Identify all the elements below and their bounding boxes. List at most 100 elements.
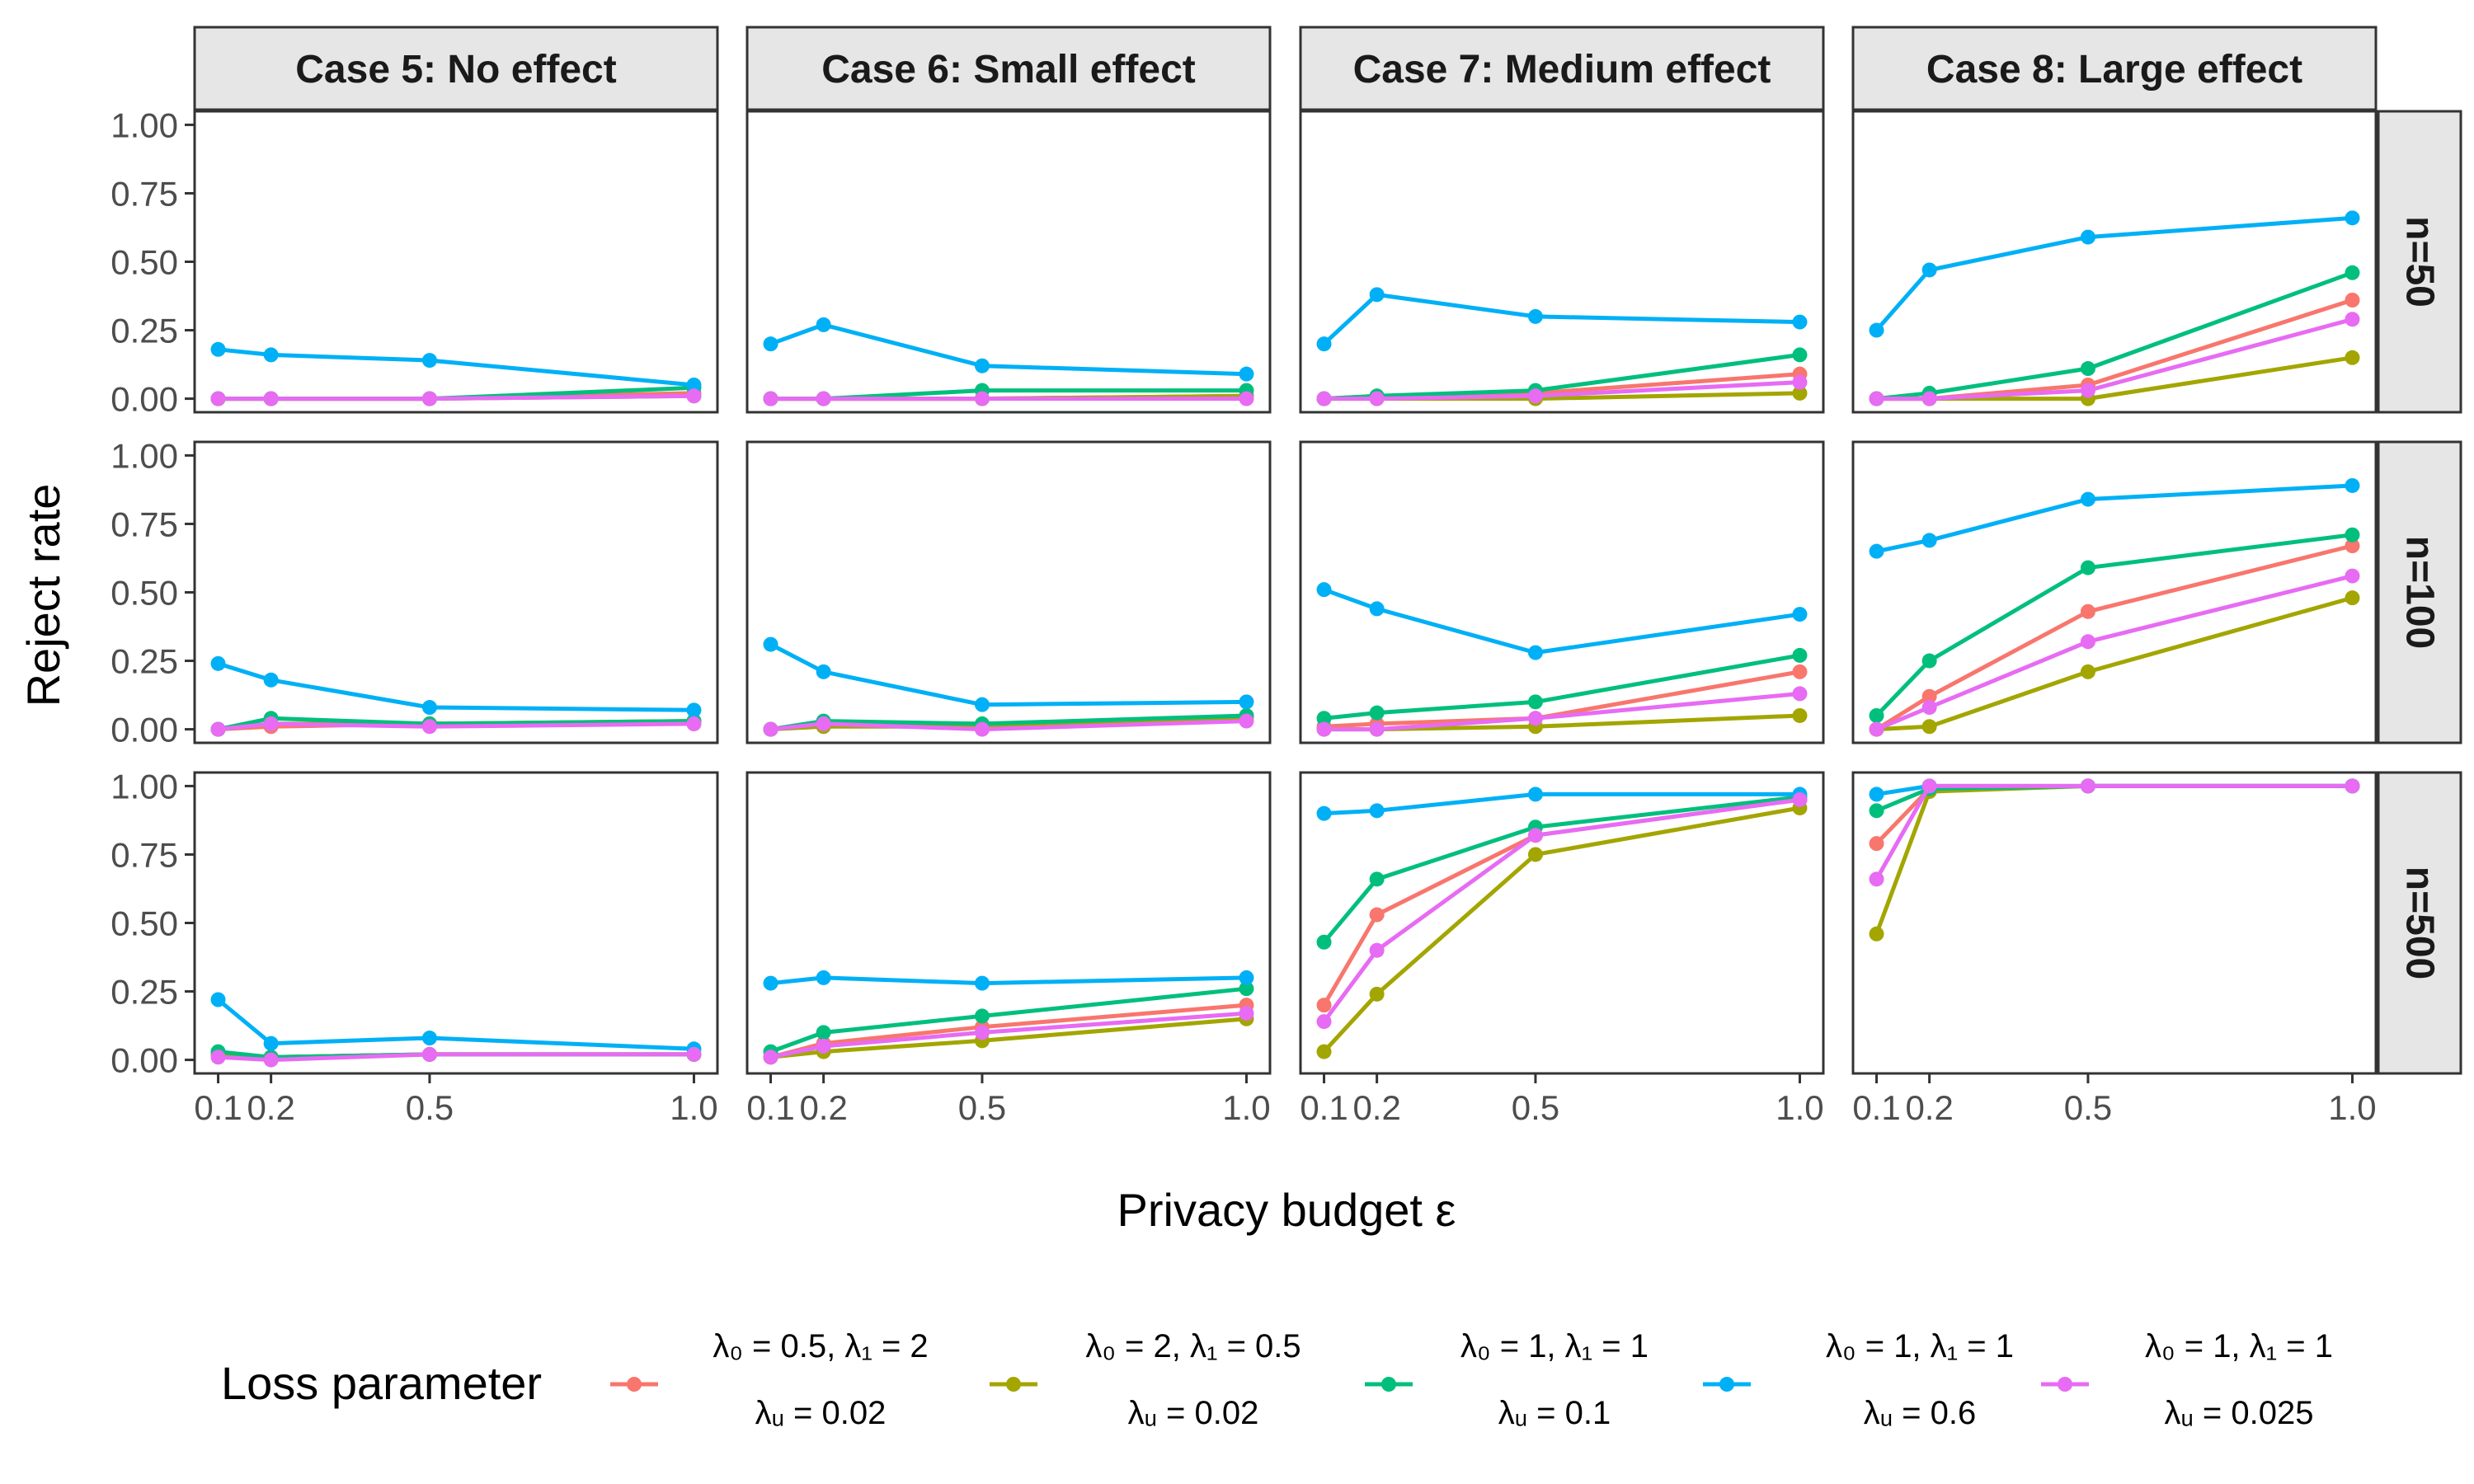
panel-background bbox=[1853, 773, 2376, 1073]
data-point bbox=[1792, 607, 1808, 622]
data-point bbox=[1527, 645, 1543, 660]
data-point bbox=[1869, 707, 1884, 723]
facet-strip-column bbox=[1851, 26, 2378, 111]
series-line bbox=[769, 322, 1247, 377]
legend-label-line1: λ₀ = 1, λ₁ = 1 bbox=[2145, 1328, 2333, 1364]
data-point bbox=[763, 975, 778, 991]
legend-label-line1: λ₀ = 2, λ₁ = 0.5 bbox=[1085, 1328, 1300, 1364]
panel-background bbox=[747, 111, 1270, 412]
x-tick-label: 1.0 bbox=[1776, 1088, 1823, 1127]
series-line bbox=[770, 975, 1247, 986]
y-tick-label: 0.50 bbox=[111, 574, 178, 613]
data-point bbox=[1369, 721, 1385, 737]
panel-background bbox=[195, 111, 717, 412]
data-point bbox=[816, 391, 831, 406]
data-point bbox=[1369, 601, 1385, 617]
data-point bbox=[763, 1050, 778, 1065]
facet-strip-label: n=500 bbox=[2398, 866, 2442, 979]
data-point bbox=[1369, 705, 1385, 721]
legend-label-line2: λᵤ = 0.1 bbox=[1498, 1395, 1611, 1431]
data-point bbox=[2080, 560, 2095, 575]
x-axis-title: Privacy budget ε bbox=[1117, 1184, 1456, 1236]
legend-label-line1: λ₀ = 1, λ₁ = 1 bbox=[1826, 1328, 2014, 1364]
x-axis: 0.1 0.2 0.5 1.0 0.1 0.2 0.5 1.0 0.1 0.2 0.5 1.0 0.1 0… bbox=[194, 1073, 2377, 1127]
facet-strip-column bbox=[1299, 26, 1825, 111]
x-tick-label: 0.1 bbox=[194, 1088, 242, 1127]
x-tick-label: 1.0 bbox=[1222, 1088, 1270, 1127]
data-point bbox=[421, 353, 437, 369]
data-point bbox=[2080, 778, 2095, 794]
legend-key-point bbox=[2058, 1377, 2072, 1392]
y-tick-label: 0.25 bbox=[111, 312, 178, 350]
y-tick-label: 0.00 bbox=[111, 711, 178, 749]
data-point bbox=[421, 1046, 437, 1062]
series-line bbox=[770, 719, 1247, 732]
series-line bbox=[1875, 574, 2354, 731]
y-tick-label: 0.75 bbox=[111, 505, 178, 543]
series-line bbox=[1874, 215, 2353, 332]
data-point bbox=[210, 1050, 226, 1065]
data-point bbox=[1316, 391, 1332, 406]
data-point bbox=[763, 336, 778, 352]
legend-label-line1: λ₀ = 1, λ₁ = 1 bbox=[1460, 1328, 1649, 1364]
series-line bbox=[1876, 595, 2354, 732]
data-point bbox=[1527, 847, 1543, 862]
data-point bbox=[1527, 787, 1543, 802]
legend: Loss parameter λ₀ = 0.5, λ₁ = 2 λᵤ = 0.02… bbox=[221, 1328, 2333, 1431]
data-point bbox=[1527, 694, 1543, 710]
data-point bbox=[263, 716, 279, 731]
data-point bbox=[1316, 711, 1332, 726]
y-tick-label: 0.75 bbox=[111, 835, 178, 874]
y-tick-label: 0.25 bbox=[111, 642, 178, 681]
panel-background bbox=[1853, 111, 2376, 412]
data-point bbox=[2345, 293, 2360, 308]
data-point bbox=[686, 1046, 702, 1062]
data-point bbox=[2080, 491, 2095, 507]
series-line bbox=[1322, 795, 1800, 944]
series-line bbox=[1322, 805, 1800, 1054]
y-tick-label: 1.00 bbox=[111, 106, 178, 144]
y-tick-label: 0.50 bbox=[111, 243, 178, 282]
data-point bbox=[1369, 986, 1385, 1002]
x-tick-label: 0.5 bbox=[1512, 1088, 1559, 1127]
data-point bbox=[1527, 711, 1543, 726]
data-point bbox=[686, 702, 702, 718]
data-point bbox=[1369, 907, 1385, 923]
x-tick-label: 0.1 bbox=[1852, 1088, 1900, 1127]
series-line bbox=[1324, 669, 1800, 729]
data-point bbox=[1869, 721, 1884, 737]
series-line bbox=[769, 986, 1247, 1054]
data-point bbox=[2345, 312, 2360, 327]
data-point bbox=[686, 388, 702, 404]
data-point bbox=[1239, 391, 1254, 406]
facet-strip-label: Case 6: Small effect bbox=[821, 48, 1196, 92]
data-point bbox=[1921, 653, 1937, 669]
x-tick-label: 0.5 bbox=[2064, 1088, 2112, 1127]
x-tick-label: 0.1 bbox=[1300, 1088, 1348, 1127]
x-tick-label: 1.0 bbox=[670, 1088, 717, 1127]
data-point bbox=[1792, 664, 1808, 679]
series-line bbox=[1876, 317, 2354, 402]
series-line bbox=[1323, 587, 1800, 655]
x-tick-label: 0.5 bbox=[406, 1088, 454, 1127]
data-point bbox=[1921, 391, 1937, 406]
data-point bbox=[2080, 361, 2095, 377]
series-line bbox=[217, 661, 694, 712]
data-point bbox=[421, 1031, 437, 1046]
data-point bbox=[1921, 262, 1937, 278]
panel-border bbox=[1851, 771, 2378, 1075]
data-point bbox=[816, 1025, 831, 1040]
x-tick-label: 0.2 bbox=[1905, 1088, 1953, 1127]
data-point bbox=[763, 721, 778, 737]
data-point bbox=[1369, 871, 1385, 887]
data-point bbox=[2080, 634, 2095, 650]
facet-strip-label: Case 7: Medium effect bbox=[1353, 48, 1771, 92]
data-point bbox=[263, 391, 279, 406]
data-point bbox=[1792, 792, 1808, 808]
legend-label-line2: λᵤ = 0.025 bbox=[2165, 1395, 2314, 1431]
series-line bbox=[769, 642, 1247, 707]
data-point bbox=[421, 391, 437, 406]
data-point bbox=[1239, 970, 1254, 985]
data-point bbox=[1921, 688, 1937, 704]
data-point bbox=[1369, 391, 1385, 406]
